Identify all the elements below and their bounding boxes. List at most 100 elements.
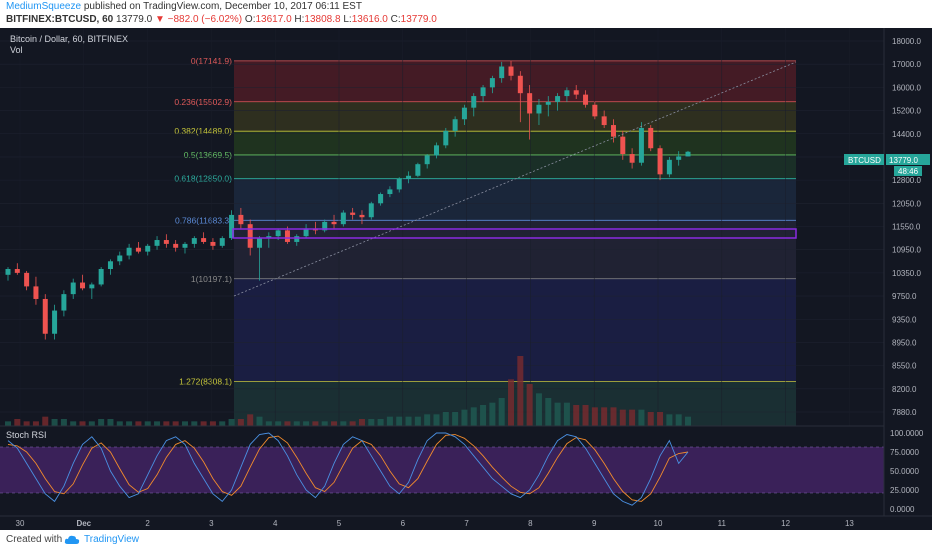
candle-body xyxy=(555,96,561,102)
candle-body xyxy=(666,159,672,175)
candle-body xyxy=(648,127,654,149)
candle-body xyxy=(443,130,449,146)
volume-bar xyxy=(256,416,263,426)
rsi-band xyxy=(0,447,884,493)
volume-bar xyxy=(98,419,105,426)
price-tick-label: 15200.0 xyxy=(892,107,921,116)
volume-bar xyxy=(88,421,95,426)
created-with-text: Created with xyxy=(6,534,63,545)
fib-level-label: 0.786(11683.3) xyxy=(175,215,232,225)
volume-bar xyxy=(535,393,542,426)
fib-level-label: 0.382(14489.0) xyxy=(174,126,232,136)
candle-body xyxy=(201,238,207,242)
volume-bar xyxy=(442,412,449,426)
candle-body xyxy=(592,104,598,117)
time-tick-label: 4 xyxy=(273,519,278,528)
price-tick-label: 18000.0 xyxy=(892,37,921,46)
candle-body xyxy=(452,119,458,131)
symbol-tag xyxy=(844,154,884,165)
candle-body xyxy=(471,96,477,108)
time-tick-label: 3 xyxy=(209,519,214,528)
time-axis[interactable] xyxy=(0,516,932,530)
open-label: O: xyxy=(244,14,256,25)
symbol-line: BITFINEX:BTCUSD, 60 13779.0 ▼ −882.0 (−6… xyxy=(6,14,437,25)
volume-bar xyxy=(200,421,207,426)
time-tick-label: 7 xyxy=(464,519,469,528)
candle-body xyxy=(564,90,570,97)
volume-bar xyxy=(685,416,691,426)
volume-label: Vol xyxy=(10,45,23,55)
support-zone-box[interactable] xyxy=(232,228,797,239)
volume-bar xyxy=(470,407,477,426)
fib-zone xyxy=(234,381,796,426)
volume-bar xyxy=(657,412,664,426)
candle-body xyxy=(517,75,523,94)
candle-body xyxy=(461,107,467,120)
tradingview-link[interactable]: TradingView xyxy=(84,534,140,545)
volume-bar xyxy=(424,414,431,426)
low-label: L: xyxy=(343,14,352,25)
volume-bar xyxy=(116,421,123,426)
time-tick-label: 2 xyxy=(145,519,150,528)
candle-body xyxy=(406,175,412,179)
volume-bar xyxy=(135,421,142,426)
price-tick-label: 9350.0 xyxy=(892,315,917,324)
time-tick-label: 9 xyxy=(592,519,597,528)
candle-body xyxy=(294,236,300,242)
candle-body xyxy=(415,164,421,176)
volume-bar xyxy=(303,421,310,426)
fib-retracement[interactable]: 0(17141.9)0.236(15502.9)0.382(14489.0)0.… xyxy=(174,56,796,426)
candle-body xyxy=(508,66,514,76)
volume-bar xyxy=(517,356,524,426)
volume-bar xyxy=(191,421,198,426)
volume-bar xyxy=(321,421,328,426)
fib-zone xyxy=(234,60,796,102)
volume-bar xyxy=(144,421,151,426)
candle-body xyxy=(117,255,123,262)
fib-trend-line[interactable] xyxy=(233,61,797,297)
price-tick-label: 10950.0 xyxy=(892,246,921,255)
volume-bar xyxy=(181,421,188,426)
candle-body xyxy=(229,214,235,239)
candle-body xyxy=(620,136,626,155)
candle-body xyxy=(685,151,691,157)
candle-body xyxy=(257,238,263,248)
volume-bar xyxy=(312,421,319,426)
time-tick-label: 11 xyxy=(718,519,727,528)
candle-body xyxy=(322,221,328,231)
candle-body xyxy=(52,310,58,334)
candle-body xyxy=(33,286,39,299)
stoch-rsi-lines xyxy=(7,432,689,506)
publish-line: MediumSqueeze published on TradingView.c… xyxy=(6,1,362,12)
candle-body xyxy=(98,269,104,285)
chart-area[interactable]: 0(17141.9)0.236(15502.9)0.382(14489.0)0.… xyxy=(0,28,932,530)
fib-zone xyxy=(234,131,796,155)
candle-body xyxy=(331,221,337,225)
volume-bar xyxy=(601,407,608,426)
candle-body xyxy=(219,238,225,246)
price-tick-label: 10350.0 xyxy=(892,269,921,278)
volume-bar xyxy=(32,421,39,426)
candle-body xyxy=(284,230,290,242)
price-tag xyxy=(886,154,930,165)
candle-body xyxy=(527,93,533,114)
volume-bar xyxy=(51,419,58,426)
volume-bar xyxy=(284,421,291,426)
candle-body xyxy=(61,294,67,311)
price-tick-label: 9750.0 xyxy=(892,292,917,301)
price-axis[interactable] xyxy=(884,28,932,530)
fib-level-label: 0.5(13669.5) xyxy=(184,150,232,160)
rsi-tick-label: 25.0000 xyxy=(890,486,919,495)
volume-bars xyxy=(5,356,691,426)
rsi-label: Stoch RSI xyxy=(6,430,47,440)
candle-body xyxy=(173,243,179,248)
author-link[interactable]: MediumSqueeze xyxy=(6,1,82,12)
volume-bar xyxy=(60,419,67,426)
countdown-text: 48:46 xyxy=(898,167,919,176)
candle-body xyxy=(629,154,635,163)
volume-bar xyxy=(237,419,244,426)
volume-bar xyxy=(23,421,30,426)
volume-bar xyxy=(340,421,347,426)
volume-bar xyxy=(666,414,673,426)
candle-body xyxy=(210,241,216,246)
